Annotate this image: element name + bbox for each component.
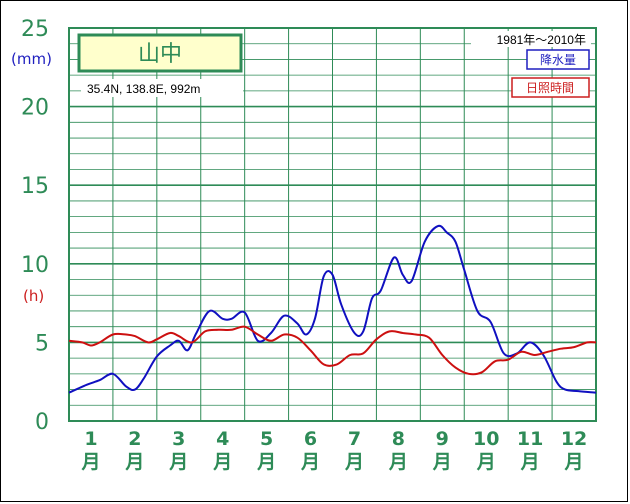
month-number-label: 11: [517, 428, 543, 450]
month-suffix-label: 月: [124, 451, 144, 473]
month-suffix-label: 月: [388, 451, 408, 473]
y-tick-label: 20: [21, 96, 49, 121]
legend-precip-box: [526, 49, 590, 70]
y-tick-label: 5: [35, 331, 49, 356]
legend-precip-label: 降水量: [540, 53, 576, 67]
sunshine-line: [68, 325, 597, 376]
location-label: 35.4N, 138.8E, 992m: [87, 82, 200, 96]
month-number-label: 1: [84, 428, 97, 450]
legend-sunshine-label: 日照時間: [526, 81, 574, 95]
month-number-label: 10: [473, 428, 499, 450]
month-suffix-label: 月: [212, 451, 232, 473]
title-box-background: [77, 33, 243, 73]
month-number-label: 2: [128, 428, 141, 450]
month-number-label: 6: [304, 428, 317, 450]
series-lines: [68, 224, 597, 394]
month-suffix-label: 月: [432, 451, 452, 473]
precip-line: [68, 224, 597, 394]
location-background: [81, 79, 243, 97]
month-suffix-label: 月: [300, 451, 320, 473]
month-suffix-label: 月: [564, 451, 584, 473]
month-suffix-label: 月: [80, 451, 100, 473]
month-suffix-label: 月: [256, 451, 276, 473]
y-tick-labels: 0 5 10 15 20 25: [21, 17, 49, 435]
plot-border: [68, 27, 597, 422]
y-tick-label: 10: [21, 253, 49, 278]
period-background: [471, 31, 591, 47]
legend-sunshine-box: [511, 77, 590, 98]
month-number-label: 9: [436, 428, 449, 450]
month-number-label: 3: [172, 428, 185, 450]
grid-lines: [68, 27, 597, 422]
month-number-label: 7: [348, 428, 361, 450]
month-number-label: 8: [392, 428, 405, 450]
y-unit-h-label: (h): [23, 287, 44, 305]
y-tick-label: 25: [21, 17, 49, 42]
legend: 降水量 日照時間: [511, 49, 590, 98]
period-label: 1981年〜2010年: [497, 33, 586, 47]
y-unit-mm-label: (mm): [11, 50, 52, 68]
month-number-label: 12: [561, 428, 587, 450]
y-tick-label: 15: [21, 174, 49, 199]
month-suffix-label: 月: [168, 451, 188, 473]
y-tick-label: 0: [35, 410, 49, 435]
month-suffix-label: 月: [344, 451, 364, 473]
station-title-box: 山中: [77, 33, 243, 73]
month-number-label: 4: [216, 428, 229, 450]
month-suffix-label: 月: [476, 451, 496, 473]
month-suffix-label: 月: [520, 451, 540, 473]
chart-title: 山中: [138, 42, 182, 67]
month-number-label: 5: [260, 428, 273, 450]
